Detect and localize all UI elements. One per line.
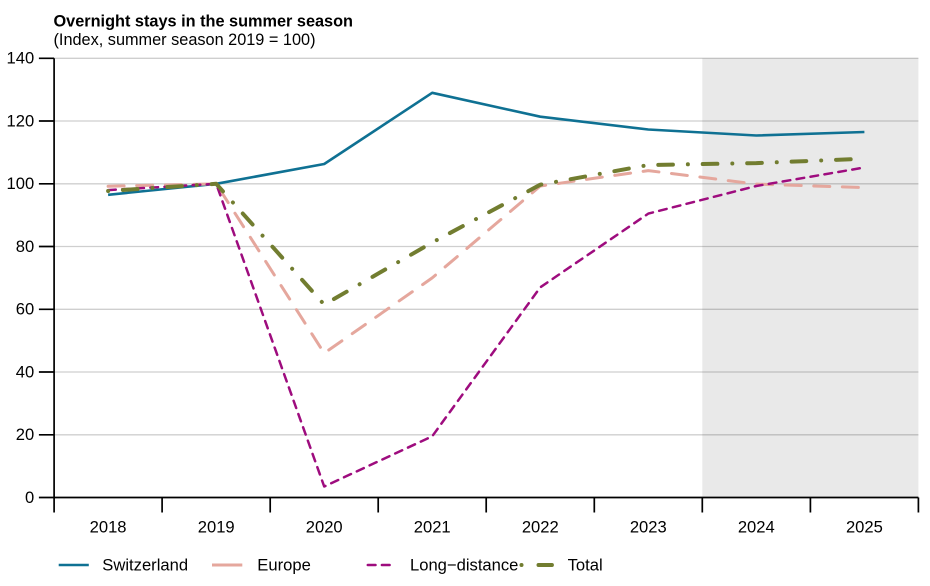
svg-text:60: 60 — [16, 300, 34, 319]
svg-text:100: 100 — [7, 174, 35, 193]
svg-text:40: 40 — [16, 362, 34, 381]
svg-text:Overnight stays in the summer: Overnight stays in the summer season — [54, 13, 354, 31]
svg-text:Total: Total — [568, 555, 603, 574]
svg-text:2019: 2019 — [198, 518, 235, 537]
svg-text:Switzerland: Switzerland — [102, 555, 188, 574]
svg-text:120: 120 — [7, 111, 35, 130]
svg-text:Long−distance: Long−distance — [410, 555, 518, 574]
svg-text:80: 80 — [16, 237, 34, 256]
svg-text:140: 140 — [7, 49, 35, 68]
svg-text:2020: 2020 — [306, 518, 343, 537]
svg-text:0: 0 — [25, 488, 34, 507]
svg-text:2023: 2023 — [630, 518, 667, 537]
svg-text:Europe: Europe — [257, 555, 311, 574]
svg-text:2025: 2025 — [846, 518, 883, 537]
svg-text:2024: 2024 — [738, 518, 775, 537]
svg-text:(Index, summer season 2019 = 1: (Index, summer season 2019 = 100) — [54, 31, 316, 49]
svg-text:2022: 2022 — [522, 518, 559, 537]
svg-text:20: 20 — [16, 425, 34, 444]
svg-text:2018: 2018 — [90, 518, 127, 537]
svg-text:2021: 2021 — [414, 518, 451, 537]
